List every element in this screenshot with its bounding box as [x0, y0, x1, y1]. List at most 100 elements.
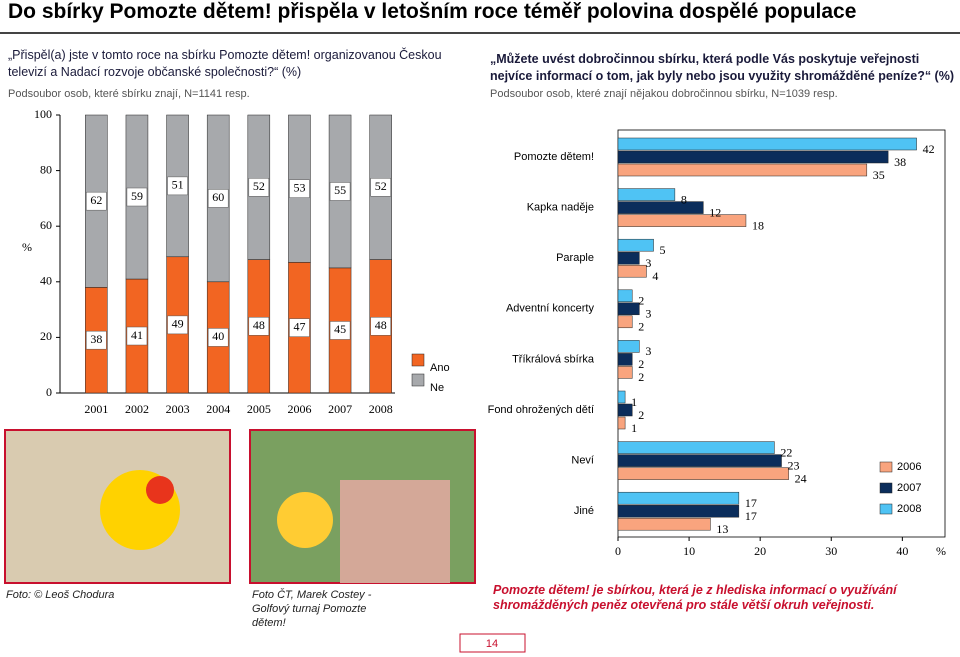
- y-tick-label: 80: [40, 162, 52, 176]
- caption-2: Foto ČT, Marek Costey - Golfový turnaj P…: [252, 589, 372, 629]
- x-tick-label: 2008: [369, 402, 393, 416]
- bar: [617, 366, 633, 379]
- y-tick-label: 0: [46, 385, 52, 399]
- x-axis-label: %: [936, 544, 946, 558]
- value-label: 1: [631, 395, 637, 409]
- value-label: 18: [752, 218, 764, 232]
- bar: [617, 416, 626, 430]
- legend-label: 2007: [897, 482, 921, 494]
- value-label: 23: [788, 458, 800, 472]
- label-box: [329, 182, 351, 201]
- value-label: 49: [172, 317, 184, 331]
- y-tick-label: 100: [34, 107, 52, 121]
- label-box: [167, 315, 188, 335]
- value-label: 3: [645, 307, 651, 321]
- x-tick-label: 2004: [206, 402, 230, 416]
- bar: [617, 340, 640, 353]
- bar: [617, 137, 917, 151]
- x-tick-label: 10: [683, 544, 695, 558]
- value-label: 4: [652, 269, 658, 283]
- value-label: 40: [212, 329, 224, 343]
- legend-label: 2006: [897, 461, 921, 473]
- x-tick-label: 40: [896, 544, 908, 558]
- bar: [617, 454, 782, 467]
- value-label: 3: [645, 256, 651, 270]
- bar: [617, 163, 868, 177]
- value-label: 55: [334, 183, 346, 197]
- x-tick-label: 2001: [84, 402, 108, 416]
- category-label: Fond ohrožených dětí: [488, 404, 594, 416]
- value-label: 52: [375, 179, 387, 193]
- bar: [617, 491, 740, 505]
- bar: [617, 302, 640, 316]
- value-label: 41: [131, 328, 143, 342]
- note: Pomozte dětem! je sbírkou, která je z hl…: [493, 583, 897, 612]
- label-box: [86, 330, 107, 350]
- label-box: [207, 328, 229, 347]
- photo-beak: [146, 476, 174, 504]
- label-box: [329, 321, 351, 340]
- category-label: Jiné: [574, 505, 594, 517]
- value-label: 3: [645, 344, 651, 358]
- label-box: [370, 178, 391, 197]
- value-label: 47: [293, 319, 305, 333]
- bar: [617, 264, 647, 278]
- y-tick-label: 60: [40, 218, 52, 232]
- category-label: Adventní koncerty: [506, 303, 595, 315]
- plot-frame: [617, 129, 946, 538]
- bar: [617, 315, 633, 329]
- value-label: 17: [745, 509, 757, 523]
- value-label: 12: [709, 205, 721, 219]
- label-box: [167, 176, 188, 196]
- value-label: 35: [873, 168, 885, 182]
- value-label: 60: [212, 190, 224, 204]
- caption-1: Foto: © Leoš Chodura: [6, 589, 115, 601]
- x-tick-label: 30: [825, 544, 837, 558]
- bar: [617, 214, 747, 227]
- bar: [617, 353, 633, 366]
- title-rule: [0, 32, 960, 34]
- value-label: 48: [375, 318, 387, 332]
- value-label: 53: [293, 180, 305, 194]
- legend-label: 2008: [897, 503, 921, 515]
- category-label: Tříkrálová sbírka: [512, 353, 595, 365]
- value-label: 5: [660, 243, 666, 257]
- value-label: 2: [638, 357, 644, 371]
- left-question: „Přispěl(a) jste v tomto roce na sbírku …: [8, 48, 442, 79]
- value-label: 45: [334, 322, 346, 336]
- value-label: 24: [795, 471, 807, 485]
- value-label: 48: [253, 318, 265, 332]
- photo-people: [340, 480, 450, 583]
- legend-swatch: [879, 482, 893, 494]
- right-question: „Můžete uvést dobročinnou sbírku, která …: [490, 52, 954, 83]
- bar: [617, 390, 626, 404]
- value-label: 1: [631, 421, 637, 435]
- value-label: 2: [638, 370, 644, 384]
- category-label: Kapka naděje: [527, 202, 594, 214]
- bar: [617, 403, 633, 417]
- x-tick-label: 2002: [125, 402, 149, 416]
- value-label: 2: [638, 320, 644, 334]
- page-number-box: [459, 633, 526, 653]
- value-label: 22: [780, 445, 792, 459]
- value-label: 59: [131, 189, 143, 203]
- label-box: [289, 318, 310, 337]
- bar: [617, 238, 654, 252]
- label-box: [207, 189, 229, 208]
- bar: [617, 201, 704, 214]
- legend-label: Ne: [430, 382, 444, 394]
- bar: [617, 467, 789, 480]
- x-tick-label: 2007: [328, 402, 352, 416]
- label-box: [248, 317, 270, 336]
- legend-swatch: [411, 373, 425, 387]
- bar: [617, 504, 740, 518]
- x-tick-label: 2006: [287, 402, 311, 416]
- label-box: [370, 317, 391, 336]
- right-subtitle: Podsoubor osob, které znají nějakou dobr…: [490, 88, 838, 100]
- value-label: 17: [745, 496, 757, 510]
- bar: [617, 517, 711, 531]
- value-label: 62: [90, 193, 102, 207]
- x-tick-label: 2005: [247, 402, 271, 416]
- y-axis-label: %: [22, 240, 32, 254]
